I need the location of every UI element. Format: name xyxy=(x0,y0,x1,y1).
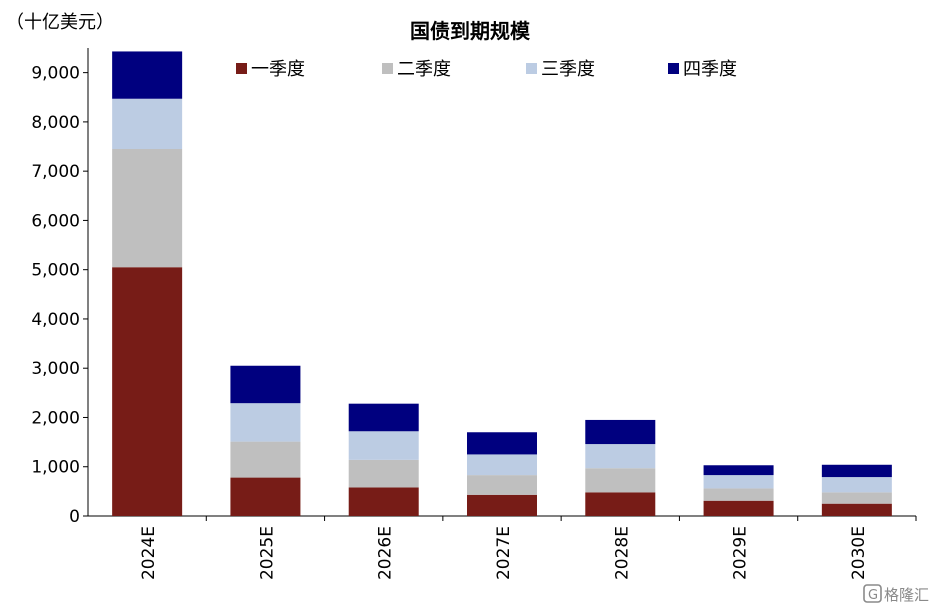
x-tick-label: 2024E xyxy=(139,526,159,580)
legend-label: 二季度 xyxy=(397,59,451,80)
x-tick-label: 2029E xyxy=(731,526,751,580)
y-tick-label: 5,000 xyxy=(31,261,80,281)
bar-segment xyxy=(467,494,537,516)
legend-swatch xyxy=(236,63,247,74)
bar-segment xyxy=(112,98,183,149)
bar-segment xyxy=(585,468,656,493)
bar-segment xyxy=(230,441,301,478)
bar-segment xyxy=(821,492,892,504)
y-tick-label: 3,000 xyxy=(31,359,80,379)
watermark-logo-glyph: G xyxy=(868,588,878,603)
bar-segment xyxy=(348,403,419,432)
bar-segment xyxy=(467,475,537,495)
bar-segment xyxy=(703,465,774,476)
y-tick-label: 8,000 xyxy=(31,113,80,133)
x-tick-label: 2030E xyxy=(849,526,869,580)
bar-segment xyxy=(112,267,183,516)
x-tick-label: 2028E xyxy=(612,526,632,580)
legend-swatch xyxy=(382,63,393,74)
bar-segment xyxy=(467,454,537,476)
bar-segment xyxy=(348,431,419,460)
plot-area: 0 1,000 2,000 3,000 4,000 5,000 6,000 7,000 8,00… xyxy=(31,48,917,580)
y-tick-label: 1,000 xyxy=(31,458,80,478)
bar-segment xyxy=(585,419,656,445)
bar-segment xyxy=(230,477,301,516)
bar-segment xyxy=(821,477,892,493)
bar-segment xyxy=(230,403,301,442)
y-tick-label: 2,000 xyxy=(31,408,80,428)
bar-segment xyxy=(703,475,774,489)
legend-label: 四季度 xyxy=(683,59,737,80)
bar-segment xyxy=(112,51,183,99)
bar-segment xyxy=(585,492,656,516)
bar-segment xyxy=(348,459,419,488)
x-tick-label: 2027E xyxy=(494,526,514,580)
bar-segment xyxy=(703,500,774,516)
y-tick-label: 4,000 xyxy=(31,310,80,330)
y-tick-label: 6,000 xyxy=(31,211,80,231)
y-tick-label: 9,000 xyxy=(31,64,80,84)
watermark: G 格隆汇 xyxy=(863,584,929,604)
x-tick-label: 2025E xyxy=(257,526,277,580)
watermark-logo-icon xyxy=(863,584,882,603)
bar-segment xyxy=(230,365,301,404)
bar-segment xyxy=(821,503,892,516)
legend-swatch xyxy=(526,63,537,74)
legend: 一季度 二季度 三季度 四季度 xyxy=(236,59,737,80)
bar-segment xyxy=(467,432,537,455)
y-axis-unit-label: （十亿美元） xyxy=(6,12,114,33)
y-tick-label: 0 xyxy=(69,507,80,527)
y-tick-label: 7,000 xyxy=(31,162,80,182)
legend-swatch xyxy=(668,63,679,74)
chart-title: 国债到期规模 xyxy=(410,19,531,43)
legend-label: 三季度 xyxy=(541,59,595,80)
legend-label: 一季度 xyxy=(251,59,305,80)
bar-segment xyxy=(821,464,892,478)
bar-segment xyxy=(585,444,656,469)
x-tick-label: 2026E xyxy=(376,526,396,580)
watermark-text: 格隆汇 xyxy=(884,586,929,604)
bar-segment xyxy=(703,488,774,501)
bar-segment xyxy=(112,148,183,268)
bar-segment xyxy=(348,487,419,516)
